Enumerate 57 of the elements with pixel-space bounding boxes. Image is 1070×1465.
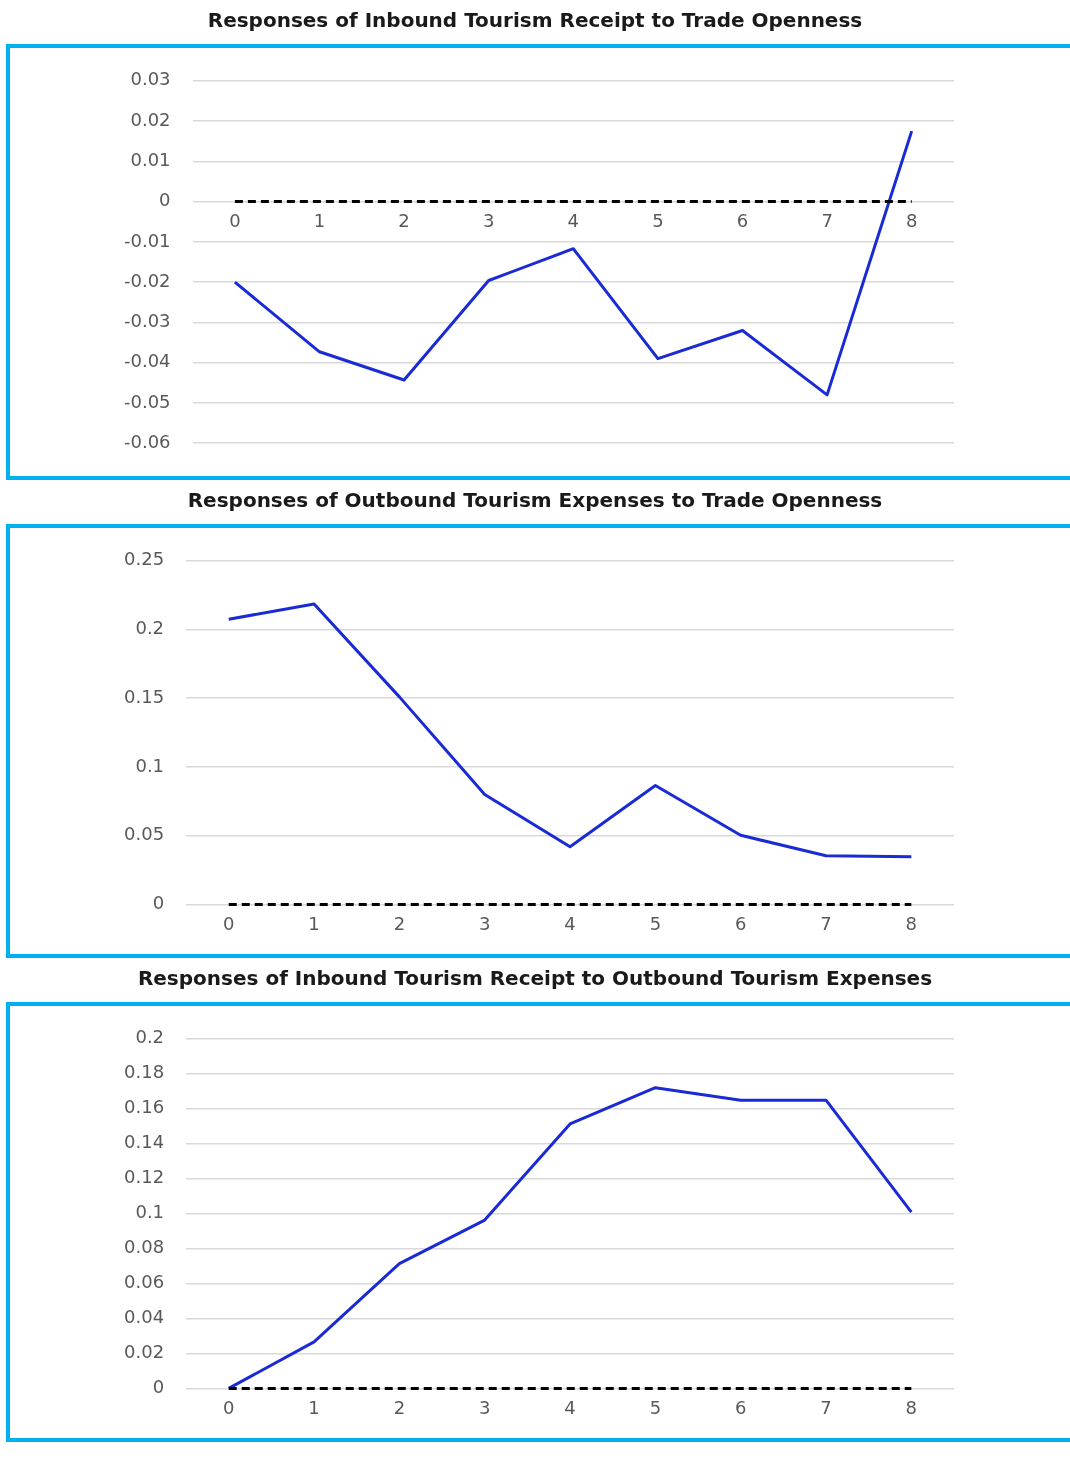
chart-title: Responses of Outbound Tourism Expenses to Trade Openness	[186, 487, 884, 514]
y-tick-label: -0.05	[124, 390, 171, 412]
x-tick-label: 5	[649, 912, 662, 934]
x-tick-label: 6	[736, 210, 749, 232]
chart-title: Responses of Inbound Tourism Receipt to Trade Openness	[206, 7, 864, 34]
y-tick-label: 0.02	[130, 108, 171, 130]
x-tick-label: 1	[308, 1396, 320, 1418]
y-tick-label: 0.14	[124, 1131, 165, 1153]
x-tick-label: 4	[564, 1396, 576, 1418]
x-tick-label: 6	[734, 912, 747, 934]
y-tick-label: -0.04	[124, 350, 171, 372]
x-tick-label: 0	[223, 912, 235, 934]
y-tick-label: 0.01	[130, 149, 171, 171]
x-tick-label: 1	[308, 912, 320, 934]
y-tick-label: 0.16	[124, 1096, 165, 1118]
x-tick-label: 5	[652, 210, 664, 232]
x-tick-label: 2	[398, 210, 410, 232]
y-tick-label: 0.2	[135, 617, 165, 639]
x-tick-label: 4	[564, 912, 576, 934]
x-tick-label: 4	[567, 210, 580, 232]
x-tick-label: 3	[478, 1396, 491, 1418]
y-tick-label: 0.04	[124, 1306, 165, 1328]
y-tick-label: 0.2	[135, 1026, 165, 1048]
x-tick-label: 8	[905, 1396, 918, 1418]
y-tick-label: 0	[152, 892, 165, 914]
y-tick-label: -0.01	[124, 229, 171, 251]
x-tick-label: 7	[820, 1396, 832, 1418]
x-tick-label: 0	[229, 210, 241, 232]
chart-title: Responses of Inbound Tourism Receipt to Outbound Tourism Expenses	[136, 965, 934, 992]
x-tick-label: 8	[905, 210, 918, 232]
y-tick-label: 0.18	[124, 1061, 165, 1083]
x-tick-label: 3	[478, 912, 491, 934]
x-tick-label: 3	[482, 210, 495, 232]
x-tick-label: 7	[820, 912, 832, 934]
x-tick-label: 6	[734, 1396, 747, 1418]
y-tick-label: 0.25	[124, 548, 165, 570]
y-tick-label: -0.02	[124, 269, 171, 291]
y-tick-label: 0.08	[124, 1236, 165, 1258]
x-tick-label: 1	[313, 210, 326, 232]
y-tick-label: -0.03	[124, 310, 171, 332]
y-tick-label: -0.06	[124, 430, 171, 452]
x-tick-label: 5	[649, 1396, 662, 1418]
y-tick-label: 0.03	[130, 68, 171, 90]
y-tick-label: 0.1	[135, 754, 165, 776]
x-tick-label: 0	[223, 1396, 235, 1418]
y-tick-label: 0	[159, 189, 171, 211]
x-tick-label: 2	[393, 1396, 406, 1418]
y-tick-label: 0.1	[135, 1201, 165, 1223]
x-tick-label: 8	[905, 912, 918, 934]
y-tick-label: 0.15	[124, 685, 165, 707]
x-tick-label: 2	[393, 912, 406, 934]
y-tick-label: 0.06	[124, 1271, 165, 1293]
y-tick-label: 0.12	[124, 1166, 165, 1188]
x-tick-label: 7	[821, 210, 833, 232]
y-tick-label: 0	[152, 1376, 165, 1398]
y-tick-label: 0.05	[124, 823, 165, 845]
y-tick-label: 0.02	[124, 1341, 165, 1363]
